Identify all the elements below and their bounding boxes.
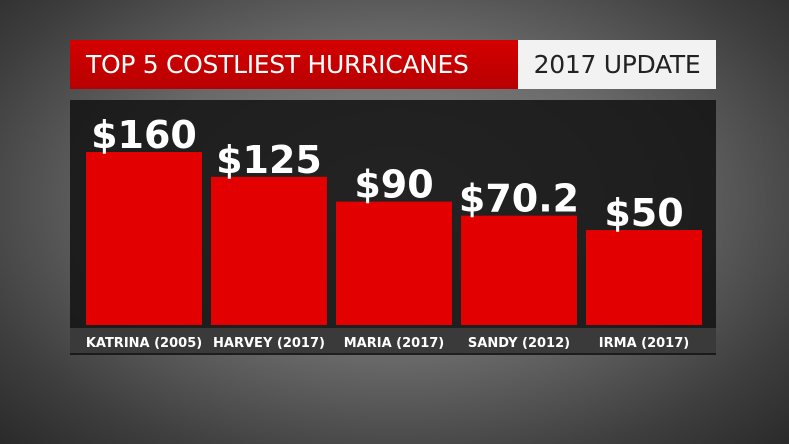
data-label-1: $125: [216, 138, 322, 182]
data-label-4: $50: [604, 191, 683, 235]
category-label-0: KATRINA (2005): [86, 336, 202, 351]
category-label-2: MARIA (2017): [344, 336, 445, 351]
bar-3: [461, 215, 577, 325]
chart-title: TOP 5 COSTLIEST HURRICANES: [70, 40, 518, 89]
category-label-1: HARVEY (2017): [213, 336, 325, 351]
update-badge: 2017 UPDATE: [518, 40, 716, 89]
bar-4: [586, 229, 702, 325]
data-label-3: $70.2: [459, 177, 579, 221]
data-label-0: $160: [91, 113, 197, 157]
category-label-3: SANDY (2012): [468, 336, 570, 351]
data-label-2: $90: [354, 163, 433, 207]
bar-1: [211, 176, 327, 325]
bar-2: [336, 201, 452, 325]
bar-0: [86, 152, 202, 325]
category-strip: [70, 328, 716, 353]
category-label-4: IRMA (2017): [599, 336, 689, 351]
